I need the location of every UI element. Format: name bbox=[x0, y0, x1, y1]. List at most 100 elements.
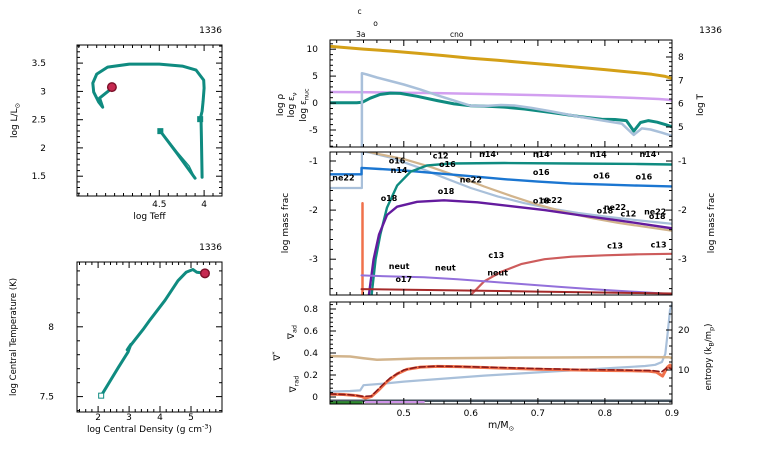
panel-border bbox=[329, 151, 673, 296]
panel-border bbox=[76, 44, 223, 197]
model-number: 1336 bbox=[199, 26, 222, 36]
current-model-marker bbox=[106, 82, 117, 93]
p1-right-axis-title: log T bbox=[696, 93, 706, 116]
right-tick-label: -1 bbox=[678, 157, 687, 167]
series-o18 bbox=[367, 199, 672, 295]
isotope-label-ne22: ne22 bbox=[644, 207, 666, 216]
burn-zone-label-3a: 3a bbox=[356, 30, 365, 39]
hr-track-segment bbox=[158, 129, 197, 180]
left-tick-label: 0 bbox=[312, 99, 318, 109]
isotope-label-c13: c13 bbox=[488, 251, 504, 260]
isotope-label-o18: o18 bbox=[649, 212, 666, 221]
series-c12 bbox=[366, 152, 672, 232]
series-log eps_nu bbox=[330, 91, 672, 133]
p3-profile-panel: 0 0.2 0.4 0.6 0.8 10 20 0.5 0.6 0.7 0.8 0.9 m/M⊙ ∇ad ∇… bbox=[271, 301, 715, 432]
p3-right-axis-title: entropy (kB/mp) bbox=[704, 324, 715, 391]
left-tick-label: -1 bbox=[309, 157, 318, 167]
p2-right-axis-title: log mass frac bbox=[707, 193, 717, 253]
isotope-label-o18: o18 bbox=[533, 197, 550, 206]
hr-track-segment bbox=[91, 62, 206, 179]
left-tick-label: -2 bbox=[309, 206, 318, 216]
left-tick-label: 0.2 bbox=[304, 371, 318, 381]
isotope-label-n14: n14 bbox=[590, 150, 607, 159]
isotope-label-n14: n14 bbox=[639, 150, 656, 159]
x-tick-label: 2 bbox=[95, 413, 101, 423]
isotope-label-ne22: ne22 bbox=[540, 196, 562, 205]
trho-x-axis-label: log Central Density (g cm-3) bbox=[87, 423, 212, 435]
p3-left-axis-title: ∇ad bbox=[287, 325, 298, 340]
series-grad_star bbox=[330, 365, 672, 398]
p1-left-axis-title: log εν bbox=[287, 92, 298, 117]
series-entropy bbox=[330, 303, 672, 393]
hr-y-axis-label: log L/L⊙ bbox=[10, 103, 21, 138]
panel-border bbox=[76, 261, 223, 413]
isotope-label-ne22: ne22 bbox=[604, 203, 626, 212]
right-tick-label: -3 bbox=[678, 255, 687, 265]
isotope-label-neut: neut bbox=[389, 262, 410, 271]
p2-left-axis-title: log mass frac bbox=[281, 193, 291, 253]
series-grad_ad bbox=[330, 354, 672, 362]
y-tick-label: 3 bbox=[40, 87, 46, 97]
panel-border bbox=[329, 301, 673, 405]
model-number: 1336 bbox=[699, 26, 722, 36]
right-tick-label: 6 bbox=[678, 100, 684, 110]
burn-zone-label-o: o bbox=[373, 19, 378, 28]
current-model-marker bbox=[199, 268, 210, 279]
x-tick-label: 0.7 bbox=[531, 409, 545, 419]
series-neut bbox=[360, 274, 672, 295]
y-tick-label: 1.5 bbox=[32, 172, 46, 182]
series-ne22 bbox=[330, 152, 672, 225]
burn-zone-label-c: c bbox=[357, 7, 361, 16]
p3-left-axis-title: ∇* bbox=[271, 351, 283, 362]
x-tick-label: 0.9 bbox=[665, 409, 680, 419]
x-tick-label: 0.8 bbox=[598, 409, 613, 419]
isotope-label-o16: o16 bbox=[636, 173, 653, 182]
isotope-label-ne22: ne22 bbox=[460, 176, 482, 185]
left-tick-label: 0 bbox=[312, 393, 318, 403]
y-tick-label: 2.5 bbox=[32, 116, 46, 126]
right-tick-label: 20 bbox=[678, 326, 690, 336]
isotope-label-o18: o18 bbox=[438, 187, 455, 196]
isotope-label-n14: n14 bbox=[479, 150, 496, 159]
track-start-square bbox=[157, 128, 164, 135]
series-c13 bbox=[469, 252, 672, 295]
x-tick-label: 3 bbox=[126, 413, 132, 423]
burn-zone-label-cno: cno bbox=[450, 30, 464, 39]
p1-left-axis-title: log ρ bbox=[276, 94, 286, 117]
trho-plot: 2 3 4 5 7.5 8 log Central Density (g cm-3) log … bbox=[9, 243, 223, 435]
isotope-label-o18: o18 bbox=[381, 194, 398, 203]
isotope-label-o17: o17 bbox=[395, 275, 412, 284]
isotope-label-neut: neut bbox=[435, 263, 456, 272]
trho-track-segment bbox=[99, 268, 207, 398]
isotope-label-c13: c13 bbox=[607, 241, 623, 250]
right-tick-label: 7 bbox=[678, 76, 684, 86]
series-o16 bbox=[330, 166, 672, 188]
hr-x-axis-label: log Teff bbox=[133, 212, 166, 222]
track-start-square bbox=[197, 116, 204, 123]
left-tick-label: -5 bbox=[309, 126, 318, 136]
isotope-label-n14: n14 bbox=[391, 166, 408, 175]
right-tick-label: 5 bbox=[678, 123, 684, 133]
isotope-label-c12: c12 bbox=[433, 152, 449, 161]
panel-border bbox=[329, 39, 673, 148]
right-tick-label: -2 bbox=[678, 206, 687, 216]
hr-plot: 4.5 4 1.5 2 2.5 3 3.5 log Teff log L/L⊙ 1336 bbox=[10, 26, 223, 222]
p3-left-axis-title: ∇rad bbox=[289, 376, 300, 394]
isotope-label-c13: c13 bbox=[651, 240, 667, 249]
isotope-label-n14: n14 bbox=[533, 150, 550, 159]
track-start-square bbox=[98, 392, 105, 399]
right-tick-label: 10 bbox=[678, 366, 690, 376]
left-tick-label: -3 bbox=[309, 255, 318, 265]
hr-track-segment bbox=[161, 132, 196, 179]
profile-x-axis-label: m/M⊙ bbox=[488, 420, 514, 432]
y-tick-label: 2 bbox=[40, 144, 46, 154]
isotope-label-neut: neut bbox=[487, 268, 508, 277]
isotope-label-c12: c12 bbox=[620, 209, 636, 218]
y-tick-label: 7.5 bbox=[40, 393, 54, 403]
p1-left-axis-title: log εnuc bbox=[299, 88, 310, 122]
x-tick-label: 0.6 bbox=[464, 409, 479, 419]
